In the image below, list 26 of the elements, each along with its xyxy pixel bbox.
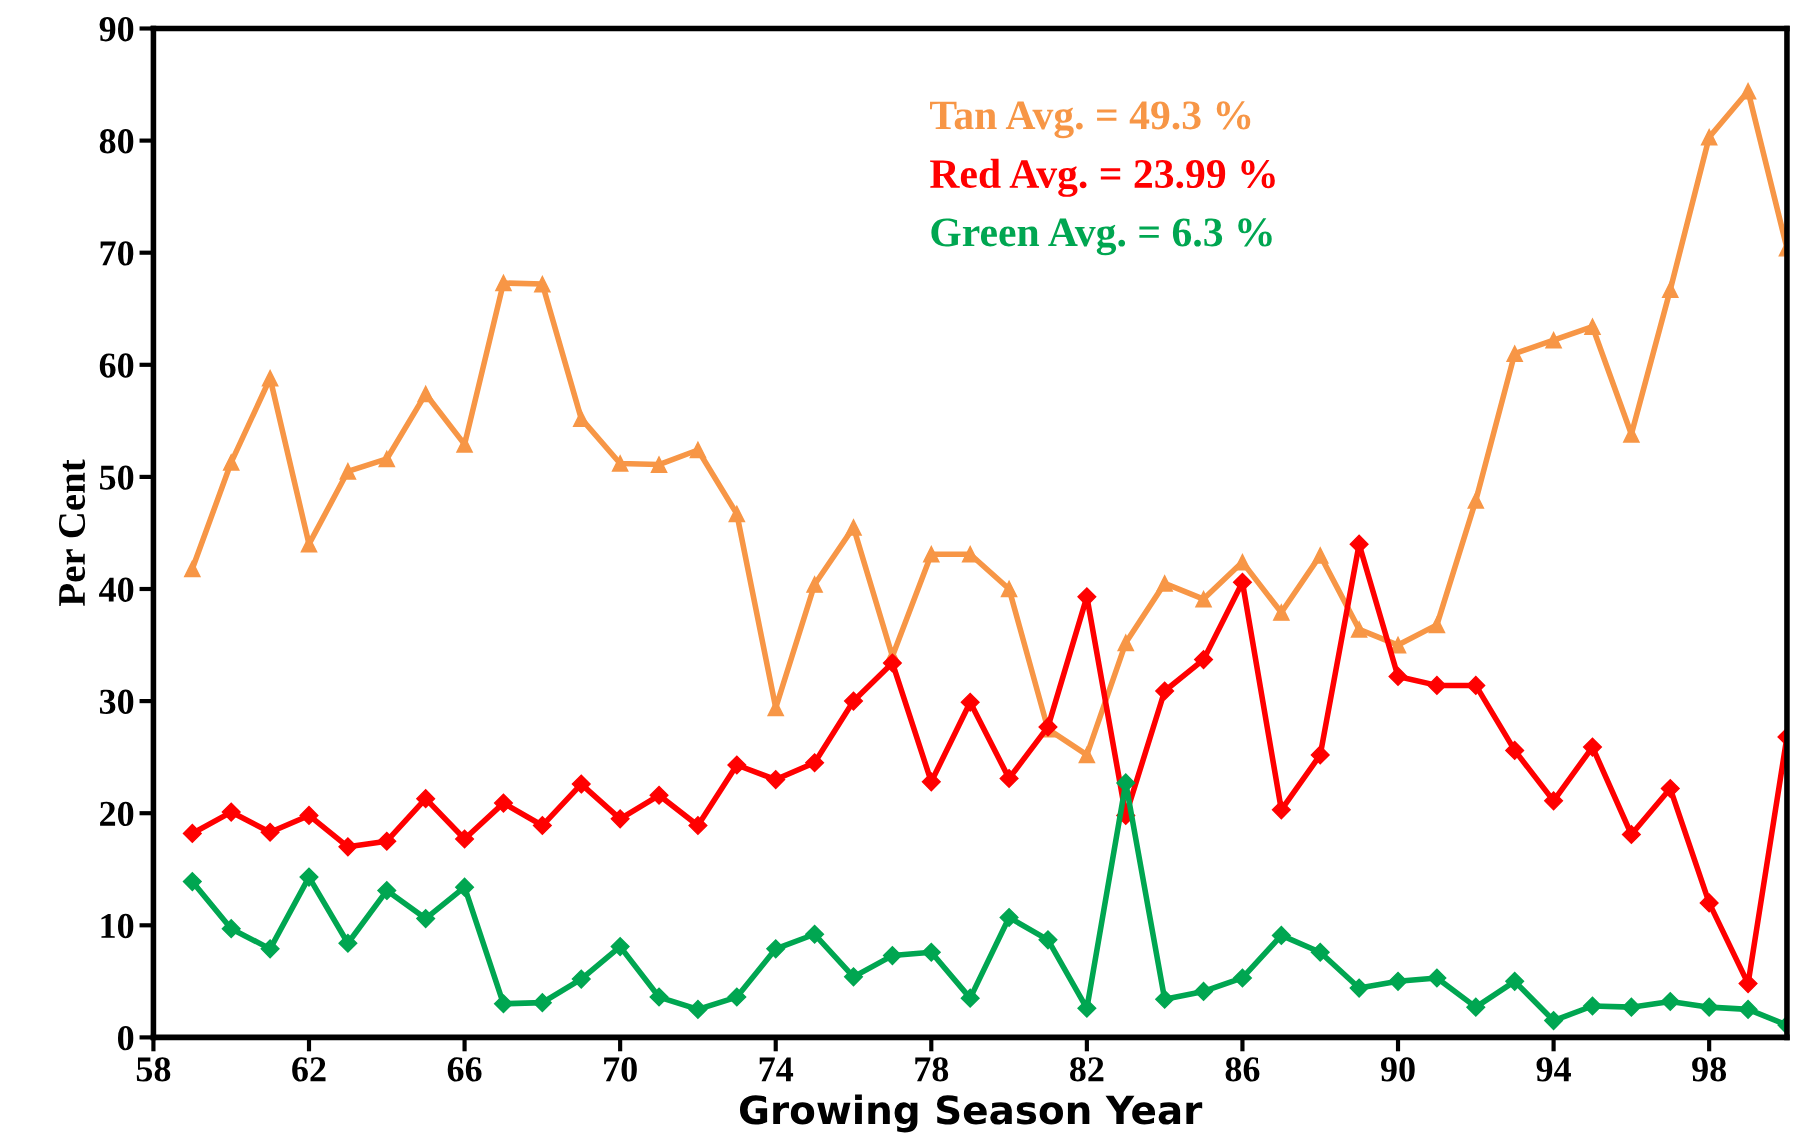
y-tick-label: 30 — [99, 689, 134, 714]
y-tick-label: 60 — [99, 353, 134, 378]
x-tick-label: 70 — [604, 1057, 637, 1082]
annotation: Red Avg. = 23.99 % — [930, 158, 1275, 197]
annotation: Green Avg. = 6.3 % — [931, 218, 1272, 256]
y-tick-label: 70 — [100, 241, 134, 266]
x-tick-label: 94 — [1536, 1057, 1571, 1082]
x-tick-label: 90 — [1380, 1057, 1415, 1082]
y-tick-label: 40 — [99, 577, 134, 602]
y-tick-label: 80 — [99, 129, 134, 154]
x-axis-title: Growing Season Year — [740, 1094, 1203, 1133]
x-tick-label: 66 — [447, 1057, 482, 1082]
annotation: Tan Avg. = 49.3 % — [930, 101, 1251, 139]
x-tick-label: 78 — [915, 1057, 949, 1082]
x-tick-label: 58 — [136, 1057, 171, 1082]
x-tick-label: 98 — [1692, 1057, 1727, 1082]
x-tick-label: 62 — [292, 1057, 326, 1082]
x-tick-label: 74 — [759, 1057, 794, 1082]
y-tick-label: 20 — [100, 801, 134, 827]
x-tick-label: 86 — [1225, 1057, 1260, 1082]
x-tick-label: 82 — [1070, 1057, 1104, 1082]
y-axis-title: Per Cent — [58, 459, 86, 606]
y-tick-label: 90 — [99, 17, 134, 42]
y-tick-label: 10 — [101, 913, 134, 939]
y-tick-label: 0 — [118, 1025, 134, 1051]
y-tick-label: 50 — [100, 465, 134, 490]
